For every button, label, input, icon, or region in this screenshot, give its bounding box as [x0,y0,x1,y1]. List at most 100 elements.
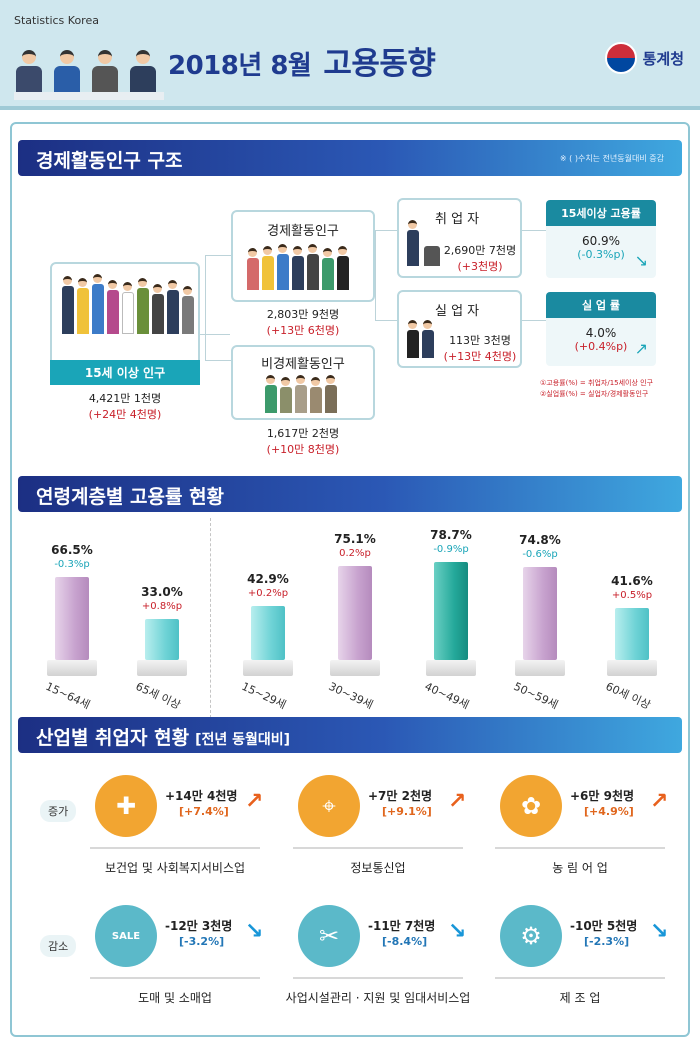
industry-percent: [+9.1%] [382,805,432,818]
industry-divider [293,977,463,979]
page-title: 2018년 8월 고용동향 [168,38,436,83]
section-note: ※ ( )수치는 전년동월대비 증감 [559,154,664,163]
section-bracket-note: [전년 동월대비] [195,732,291,748]
section-header-industry: 산업별 취업자 현황 [전년 동월대비] [18,717,682,753]
bar-change-label: +0.2%p [247,588,289,600]
arrow-up-icon: ↗ [650,789,669,814]
industry-name: 사업시설관리 · 지원 및 임대서비스업 [285,991,471,1005]
bar-value-label: 41.6% [611,574,653,588]
bar-change-label: -0.9%p [433,543,469,555]
arrow-down-icon: ↘ [634,251,648,270]
unemployed-value: 113만 3천명 (+13만 4천명) [443,334,517,363]
bar-base [515,660,565,676]
facility-tools-icon: ✂ [298,905,360,967]
bar-change-label: 0.2%p [339,548,371,560]
health-care-icon: ✚ [95,775,157,837]
decrease-label: 감소 [40,935,77,957]
connector-line [522,320,546,321]
bar-0 [55,576,89,660]
active-population-value: 2,803만 9천명 (+13만 6천명) [266,308,340,337]
industry-percent: [-8.4%] [382,935,428,948]
bar-change-label: +0.5%p [611,590,653,601]
bar-value-label: 33.0% [141,584,183,599]
arrow-up-icon: ↗ [448,789,467,814]
inactive-population-value: 1,617만 2천명 (+10만 8천명) [266,427,340,456]
bar-base [330,660,380,676]
connector-line [205,255,206,360]
inactive-population-label: 비경제활동인구 [261,357,345,372]
active-population-label: 경제활동인구 [267,224,339,239]
industry-percent: [-3.2%] [179,935,225,948]
bar-change-label: -0.6%p [522,548,558,560]
footnote-unemployment-rate: ②실업률(%) = 실업자/경제활동인구 [540,390,649,398]
industry-name: 농 림 어 업 [552,861,608,875]
industry-name: 보건업 및 사회복지서비스업 [104,861,246,875]
logo-name: 통계청 [642,49,684,68]
increase-label: 증가 [40,800,77,822]
arrow-up-icon: ↗ [634,339,648,358]
connector-line [375,230,376,320]
unemployment-rate-value: 4.0% [585,326,617,340]
bar-base [47,660,97,676]
section-title: 경제활동인구 구조 [36,150,183,172]
section-title: 연령계층별 고용률 현황 [36,486,225,508]
employment-rate-card: 15세이상 고용률 60.9% (-0.3%p) ↘ [546,200,656,278]
arrow-down-icon: ↘ [245,919,264,944]
bar-value-label: 42.9% [247,572,289,587]
employment-rate-label: 15세이상 고용률 [546,200,656,226]
unemployed-box: 실 업 자 113만 3천명 (+13만 4천명) [397,290,522,368]
employed-box: 취 업 자 2,690만 7천명 (+3천명) [397,198,522,278]
title-main: 고용동향 [323,46,436,82]
employed-value: 2,690만 7천명 (+3천명) [443,244,517,273]
industry-delta: +7만 2천명 [368,789,433,803]
computer-mouse-icon: ⌖ [298,775,360,837]
section-title: 산업별 취업자 현황 [36,727,190,749]
header-banner: Statistics Korea 2018년 8월 고용동향 통계청 [0,0,700,110]
bar-value-label: 66.5% [51,542,93,557]
population-15plus-label: 15세 이상 인구 [50,360,200,385]
bar-base [137,660,187,676]
industry-divider [90,847,260,849]
industry-delta: -11만 7천명 [368,919,436,933]
unemployment-rate-card: 실 업 률 4.0% (+0.4%p) ↗ [546,292,656,366]
bar-change-label: +0.8%p [141,600,183,612]
employed-label: 취 업 자 [435,212,480,227]
org-name-english: Statistics Korea [14,14,99,27]
industry-delta: +6만 9천명 [570,789,635,803]
workers-illustration [247,244,349,290]
bar-5 [523,566,557,660]
industry-percent: [+4.9%] [584,805,634,818]
bar-2 [251,606,285,660]
desk-illustration [14,92,164,100]
bar-base [243,660,293,676]
section-header-population: 경제활동인구 구조 ※ ( )수치는 전년동월대비 증감 [18,140,682,176]
taegeuk-icon [604,42,637,74]
bar-3 [338,566,372,660]
statistics-korea-logo: 통계청 [604,42,684,74]
title-date: 2018년 8월 [168,51,312,81]
connector-line [200,255,230,335]
industry-percent: [-2.3%] [584,935,630,948]
manufacturing-icon: ⚙ [500,905,562,967]
industry-divider [495,847,665,849]
unemployment-rate-change: (+0.4%p) [574,340,628,353]
arrow-up-icon: ↗ [245,789,264,814]
crowd-illustration [62,274,194,334]
connector-line [375,230,397,231]
unemployment-rate-label: 실 업 률 [546,292,656,318]
bar-base [426,660,476,676]
sale-tag-icon: SALE [95,905,157,967]
bar-change-label: -0.3%p [54,558,90,570]
jobseeker-illustration [407,320,434,358]
footnotes: ①고용률(%) = 취업자/15세이상 인구 ②실업률(%) = 실업자/경제활… [540,378,653,400]
chart-divider [210,518,211,718]
industry-percent: [+7.4%] [179,805,229,818]
connector-line [522,230,546,231]
industry-name: 정보통신업 [350,861,406,875]
inactive-population-box: 비경제활동인구 [231,345,375,420]
industry-divider [90,977,260,979]
connector-line [205,360,231,361]
employment-rate-change: (-0.3%p) [577,248,625,261]
industry-delta: -10만 5천명 [570,919,638,933]
office-worker-illustration [407,220,440,266]
